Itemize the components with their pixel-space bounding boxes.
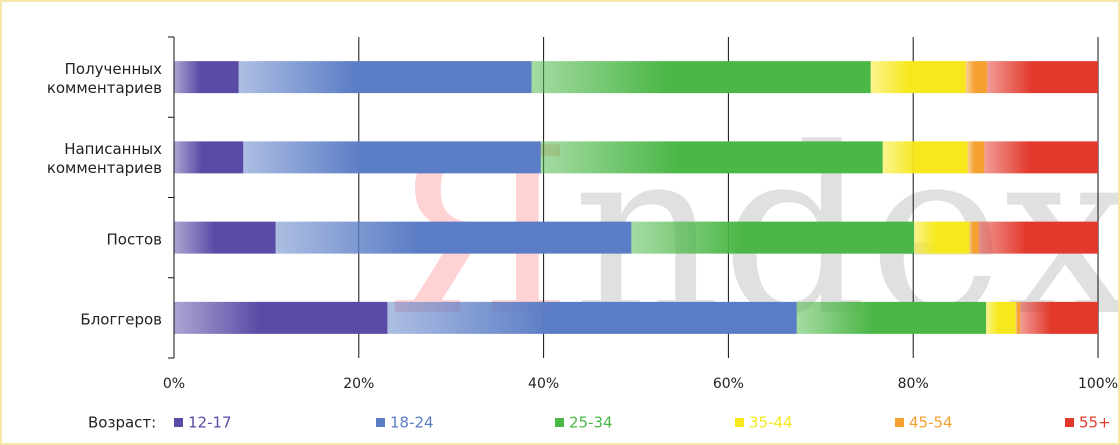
bar-segment (174, 61, 239, 94)
category-label: Полученных комментариев (46, 60, 162, 98)
bar-segment (986, 301, 1016, 334)
bar-segment (174, 301, 388, 334)
legend-label: 55+ (1079, 414, 1111, 432)
legend-label: 18-24 (390, 414, 434, 432)
bar-segment (540, 141, 883, 174)
legend-swatch (895, 418, 904, 427)
legend-swatch (174, 418, 183, 427)
bar-segment (387, 301, 797, 334)
legend-label: 45-54 (909, 414, 953, 432)
bar-segment (1015, 301, 1021, 334)
bar-segment (174, 221, 276, 254)
category-label: Постов (106, 230, 162, 249)
bar-segment (870, 61, 966, 94)
bar-segment (987, 61, 1098, 94)
bar-segment (967, 141, 985, 174)
bar-segment (275, 221, 632, 254)
bar-segment (882, 141, 968, 174)
bar-segment (531, 61, 871, 94)
bar-segment (978, 221, 1098, 254)
x-tick-label: 0% (163, 376, 185, 392)
x-tick-label: 80% (898, 376, 929, 392)
bar-segment (1020, 301, 1098, 334)
category-label: Блоггеров (80, 310, 162, 329)
legend-label: 25-34 (569, 414, 613, 432)
legend-label: 35-44 (749, 414, 793, 432)
legend-title: Возраст: (88, 414, 156, 432)
legend-swatch (555, 418, 564, 427)
bar-segment (914, 221, 970, 254)
bar-segment (796, 301, 987, 334)
x-tick-label: 20% (343, 376, 374, 392)
x-tick-label: 40% (528, 376, 559, 392)
legend-swatch (1065, 418, 1074, 427)
legend-swatch (376, 418, 385, 427)
bar-segment (965, 61, 988, 94)
x-tick-label: 100% (1078, 376, 1118, 392)
legend-swatch (735, 418, 744, 427)
bar-segment (984, 141, 1098, 174)
x-tick-label: 60% (713, 376, 744, 392)
category-label: Написанных комментариев (46, 140, 162, 178)
bar-segment (631, 221, 915, 254)
bar-segment (969, 221, 979, 254)
bar-segment (174, 141, 244, 174)
legend-label: 12-17 (188, 414, 232, 432)
bar-segment (238, 61, 532, 94)
bar-segment (243, 141, 541, 174)
